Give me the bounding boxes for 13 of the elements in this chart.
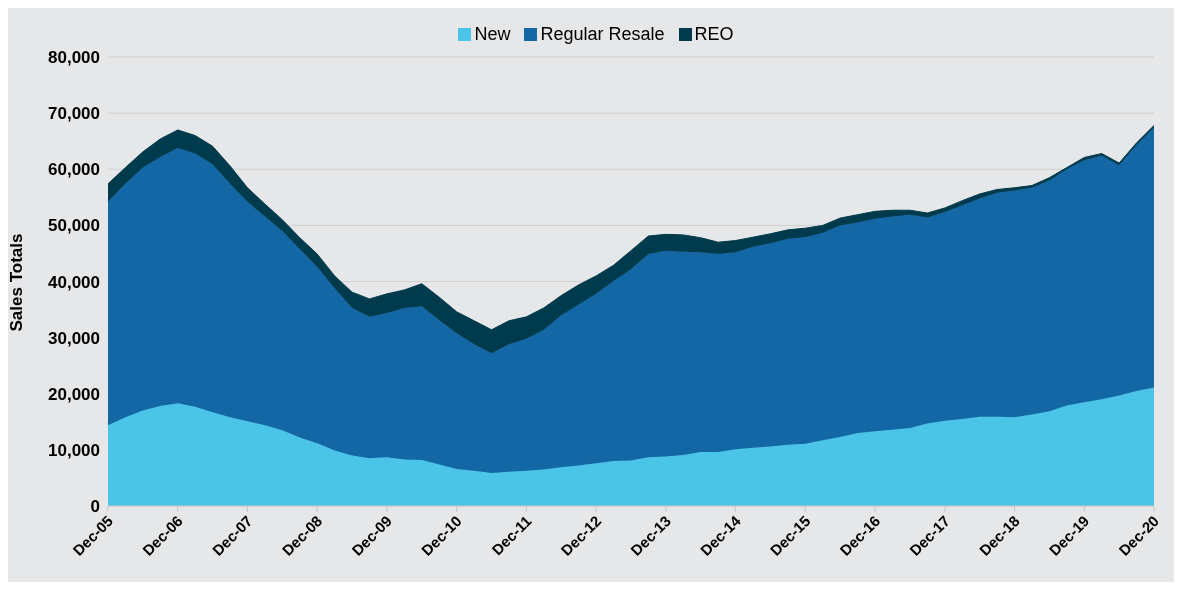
legend-label: Regular Resale (540, 24, 665, 45)
y-tick-label: 50,000 (48, 216, 100, 236)
y-tick-label: 70,000 (48, 104, 100, 124)
y-tick-label: 20,000 (48, 384, 100, 404)
legend-label: New (474, 24, 511, 45)
y-tick-label: 30,000 (48, 328, 100, 348)
y-tick-label: 10,000 (48, 440, 100, 460)
y-tick-label: 60,000 (48, 160, 100, 180)
legend-label: REO (694, 24, 734, 45)
y-tick-label: 80,000 (48, 48, 100, 68)
y-tick-label: 0 (90, 497, 100, 517)
y-tick-label: 40,000 (48, 272, 100, 292)
y-axis-title: Sales Totals (7, 233, 27, 332)
